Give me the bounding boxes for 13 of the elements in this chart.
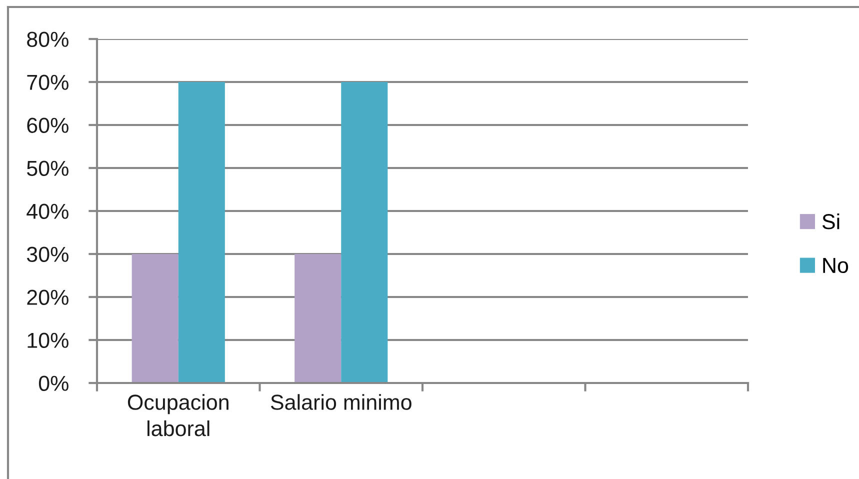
- x-tick-label: Salario minimo: [270, 394, 412, 410]
- y-tick-label: 10%: [28, 332, 68, 348]
- legend-label: No: [823, 258, 848, 274]
- y-tick-label: 60%: [27, 118, 68, 134]
- y-tick-label: 80%: [27, 32, 68, 48]
- y-tick-label: 0%: [38, 376, 68, 392]
- y-tick-label: 20%: [27, 290, 68, 306]
- y-tick-label: 40%: [26, 204, 68, 220]
- legend-label: Si: [822, 213, 840, 230]
- y-tick-label: 70%: [27, 74, 68, 90]
- y-tick-label: 30%: [26, 246, 68, 262]
- x-tick-label: Ocupacion laboral: [128, 394, 228, 436]
- y-tick-label: 50%: [27, 160, 68, 176]
